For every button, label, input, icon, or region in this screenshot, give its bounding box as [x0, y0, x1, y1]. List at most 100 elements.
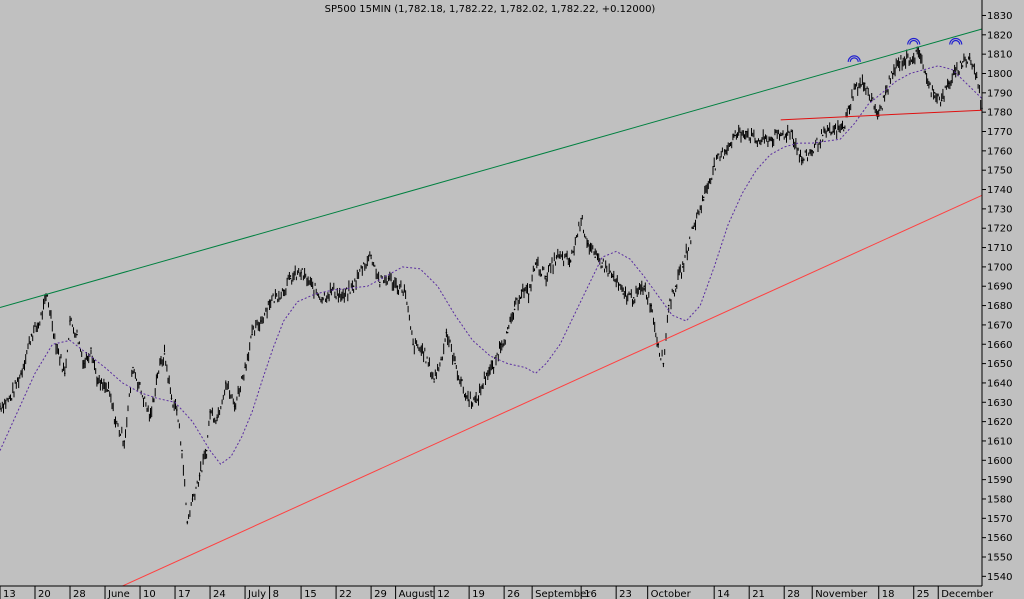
price-point	[46, 295, 49, 297]
date-tick-label: 19	[472, 589, 485, 599]
price-point	[403, 289, 406, 291]
plot-area	[0, 28, 983, 587]
price-point	[361, 266, 364, 268]
price-point	[667, 304, 670, 307]
date-tick-label: 26	[507, 589, 520, 599]
price-point	[268, 300, 271, 303]
price-point	[149, 416, 152, 419]
price-tick-label: 1640	[987, 378, 1012, 389]
price-tick-label: 1810	[987, 50, 1012, 61]
price-tick-label: 1800	[987, 69, 1012, 80]
price-point	[282, 289, 285, 291]
price-point	[114, 420, 117, 423]
price-point	[506, 331, 509, 334]
price-point	[800, 159, 803, 162]
price-point	[289, 277, 292, 280]
price-point	[744, 130, 747, 133]
price-point	[832, 130, 834, 133]
price-point	[69, 320, 71, 322]
price-point	[37, 324, 40, 326]
price-point	[842, 126, 845, 129]
price-point	[643, 285, 645, 288]
date-tick-label: 22	[339, 589, 352, 599]
price-point	[233, 405, 236, 407]
price-point	[723, 150, 726, 152]
price-tick-label: 1690	[987, 282, 1012, 293]
price-point	[244, 366, 246, 369]
price-point	[755, 140, 757, 142]
price-point	[310, 285, 313, 288]
price-tick-label: 1790	[987, 88, 1012, 99]
price-point	[580, 217, 582, 220]
price-point	[909, 57, 911, 59]
date-tick-label: 28	[787, 589, 800, 599]
price-tick-label: 1680	[987, 301, 1012, 312]
price-axis: 1540 1550 1560 1570 1580 1590 1600 1610 1620 1630…	[981, 0, 1012, 586]
price-point	[555, 256, 558, 259]
price-point	[9, 397, 12, 400]
price-point	[884, 92, 887, 94]
price-point	[947, 82, 950, 84]
price-point	[370, 254, 372, 257]
price-point	[132, 366, 134, 369]
date-axis: 13 20 28 June 10 17 24 July 8 15 22 29 August 12 19 26 S…	[0, 585, 994, 599]
price-point	[821, 134, 824, 137]
price-point	[387, 277, 390, 280]
price-point	[681, 266, 684, 268]
price-point	[225, 382, 227, 384]
price-tick-label: 1770	[987, 127, 1012, 138]
price-point	[632, 297, 635, 299]
price-point	[662, 362, 665, 365]
price-point	[0, 405, 1, 407]
price-point	[853, 88, 855, 90]
price-tick-label: 1570	[987, 514, 1012, 525]
date-tick-label: 14	[717, 589, 730, 599]
price-point	[123, 440, 126, 442]
date-tick-label: June	[107, 589, 130, 599]
date-tick-label: 8	[273, 589, 279, 599]
price-point	[734, 134, 736, 137]
date-tick-label: 23	[619, 589, 632, 599]
price-tick-label: 1630	[987, 398, 1012, 409]
date-tick-label: 25	[917, 589, 930, 599]
price-point	[142, 397, 145, 400]
price-point	[650, 304, 652, 307]
price-tick-label: 1550	[987, 552, 1012, 563]
date-tick-label: August	[399, 589, 434, 599]
price-tick-label: 1780	[987, 108, 1012, 119]
top-marker	[909, 39, 919, 45]
price-point	[191, 498, 194, 500]
price-point	[692, 227, 694, 229]
price-point	[657, 343, 659, 346]
price-point	[412, 343, 414, 346]
price-point	[674, 285, 677, 288]
neckline	[780, 109, 983, 121]
price-point	[611, 275, 614, 278]
price-tick-label: 1820	[987, 30, 1012, 41]
price-point	[545, 275, 547, 278]
top-marker	[847, 55, 861, 62]
date-tick-label: 15	[304, 589, 317, 599]
price-point	[713, 165, 715, 168]
price-point	[933, 92, 936, 94]
date-tick-label: 28	[73, 589, 86, 599]
price-point	[342, 297, 344, 299]
price-point	[30, 333, 33, 336]
date-tick-label: September	[535, 589, 591, 599]
price-tick-label: 1600	[987, 456, 1012, 467]
price-tick-label: 1650	[987, 359, 1012, 370]
chart-title: SP500 15MIN (1,782.18, 1,782.22, 1,782.0…	[325, 4, 656, 15]
price-point	[898, 61, 901, 63]
price-point	[485, 372, 488, 375]
price-point	[769, 138, 771, 140]
top-marker	[951, 39, 961, 45]
price-point	[968, 57, 971, 59]
price-tick-label: 1580	[987, 494, 1012, 505]
price-tick-label: 1830	[987, 11, 1012, 22]
price-point	[20, 372, 22, 375]
date-tick-label: 21	[752, 589, 765, 599]
price-point	[499, 343, 502, 346]
price-point	[454, 362, 456, 365]
price-tick-label: 1720	[987, 224, 1012, 235]
date-tick-label: 29	[374, 589, 387, 599]
